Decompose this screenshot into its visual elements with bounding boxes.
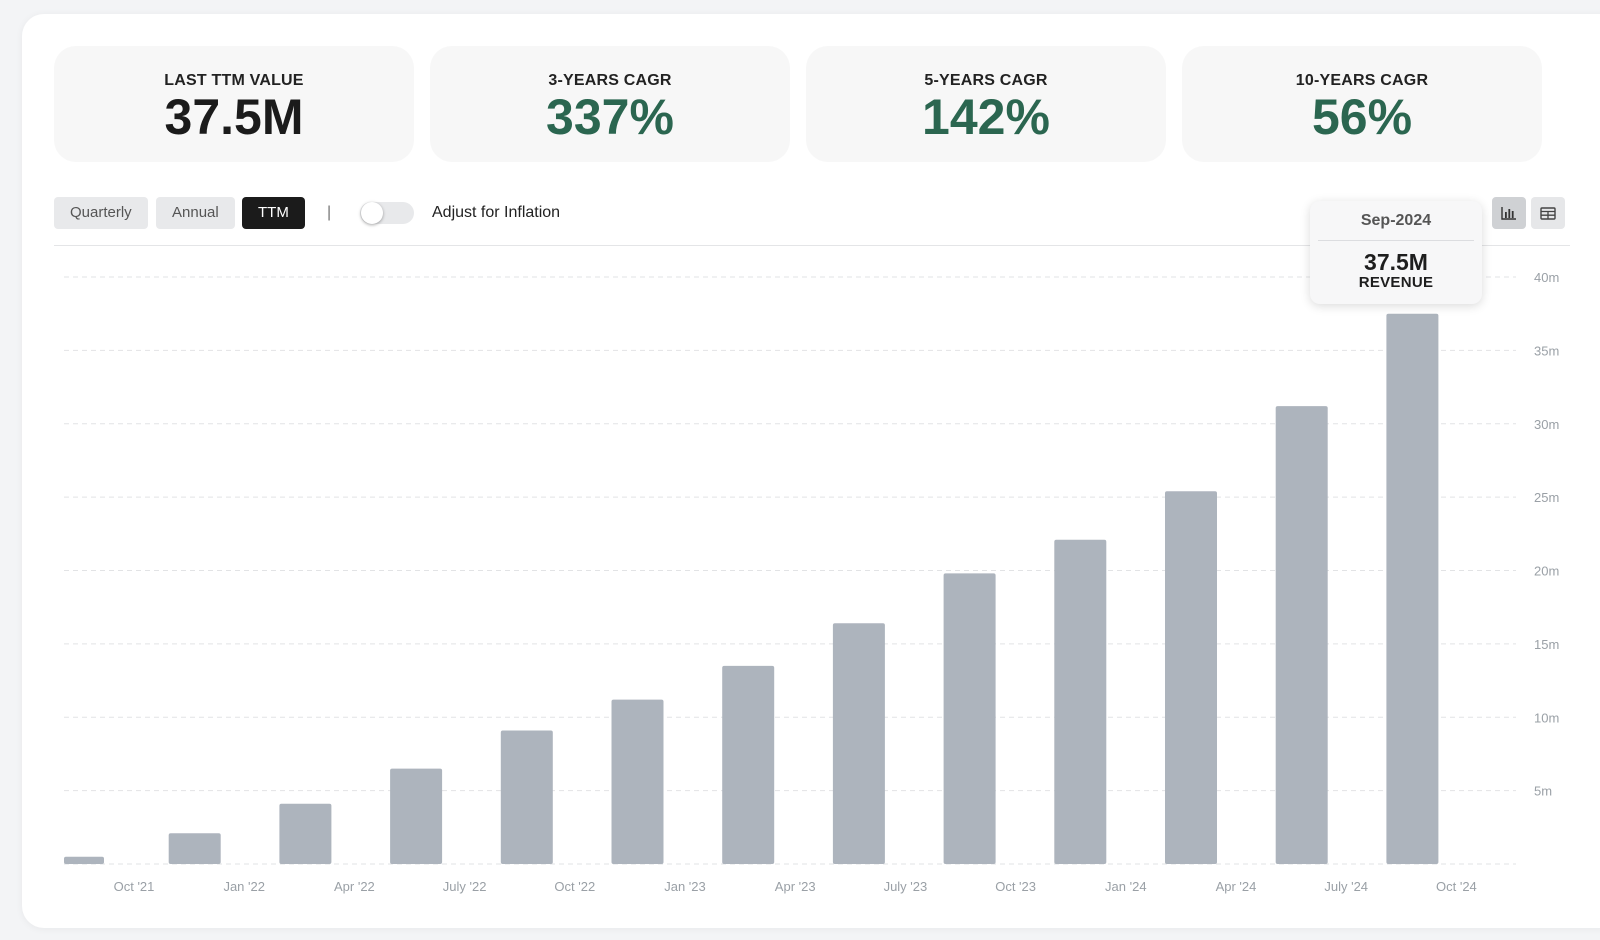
period-ttm-button[interactable]: TTM	[242, 197, 305, 229]
bar[interactable]	[943, 573, 996, 864]
bar[interactable]	[1054, 539, 1107, 864]
table-view-button[interactable]	[1531, 197, 1565, 229]
y-tick-label: 40m	[1534, 270, 1559, 285]
bar[interactable]	[611, 699, 664, 864]
x-tick-label: Jan '24	[1105, 879, 1147, 894]
table-icon	[1540, 206, 1556, 220]
stat-value: 142%	[922, 89, 1050, 145]
bar[interactable]	[168, 833, 221, 864]
inflation-toggle[interactable]	[360, 202, 414, 224]
y-tick-label: 20m	[1534, 564, 1559, 579]
x-tick-label: July '23	[884, 879, 928, 894]
y-tick-label: 30m	[1534, 417, 1559, 432]
stat-label: LAST TTM VALUE	[164, 72, 304, 89]
x-axis-labels: Oct '21 Jan '22 Apr '22 July '22 Oct '22 Jan …	[114, 879, 1477, 894]
x-tick-label: July '24	[1324, 879, 1368, 894]
x-tick-label: Oct '23	[995, 879, 1036, 894]
bars	[64, 313, 1439, 865]
bar[interactable]	[1275, 406, 1328, 864]
x-tick-label: Oct '22	[554, 879, 595, 894]
bar[interactable]	[1165, 491, 1217, 864]
bar[interactable]	[500, 730, 553, 865]
y-tick-label: 15m	[1534, 637, 1559, 652]
toolbar-separator: |	[327, 204, 332, 221]
stat-card-3y-cagr: 3-YEARS CAGR 337%	[430, 46, 790, 162]
tooltip-series: REVENUE	[1358, 274, 1434, 291]
tooltip-divider	[1318, 240, 1474, 241]
stat-card-5y-cagr: 5-YEARS CAGR 142%	[806, 46, 1166, 162]
period-quarterly-button[interactable]: Quarterly	[54, 197, 148, 229]
bar[interactable]	[390, 768, 443, 864]
y-tick-label: 35m	[1534, 343, 1559, 358]
bar[interactable]	[279, 803, 332, 864]
bar[interactable]	[832, 623, 885, 864]
bar-chart-view-button[interactable]	[1492, 197, 1526, 229]
tooltip-value: 37.5M	[1364, 249, 1428, 275]
bar[interactable]	[1386, 313, 1439, 864]
y-tick-label: 5m	[1534, 784, 1552, 799]
y-tick-label: 10m	[1534, 710, 1559, 725]
x-tick-label: Apr '24	[1216, 879, 1257, 894]
stat-value: 37.5M	[164, 89, 304, 145]
y-tick-label: 25m	[1534, 490, 1559, 505]
stat-label: 3-YEARS CAGR	[548, 72, 672, 89]
y-axis-labels: 5m 10m 15m 20m 25m 30m 35m 40m	[1534, 270, 1559, 799]
chart-toolbar: Quarterly Annual TTM | Adjust for Inflat…	[54, 197, 1570, 229]
period-annual-button[interactable]: Annual	[156, 197, 235, 229]
x-tick-label: July '22	[443, 879, 487, 894]
bar[interactable]	[64, 856, 104, 864]
stat-value: 337%	[546, 89, 674, 145]
chart-tooltip: Sep-2024 37.5M REVENUE	[1310, 201, 1482, 304]
stat-label: 5-YEARS CAGR	[924, 72, 1048, 89]
x-tick-label: Apr '22	[334, 879, 375, 894]
x-tick-label: Oct '21	[114, 879, 155, 894]
stat-label: 10-YEARS CAGR	[1295, 72, 1429, 89]
toolbar-divider	[54, 245, 1570, 246]
bar[interactable]	[722, 665, 775, 864]
revenue-panel	[22, 14, 1600, 928]
tooltip-date: Sep-2024	[1360, 212, 1432, 229]
inflation-toggle-label: Adjust for Inflation	[432, 204, 561, 221]
x-tick-label: Oct '24	[1436, 879, 1477, 894]
stat-card-last-ttm: LAST TTM VALUE 37.5M	[54, 46, 414, 162]
stat-card-10y-cagr: 10-YEARS CAGR 56%	[1182, 46, 1542, 162]
stat-value: 56%	[1311, 89, 1413, 145]
bar-chart-icon	[1501, 207, 1516, 220]
x-tick-label: Apr '23	[775, 879, 816, 894]
x-tick-label: Jan '22	[223, 879, 265, 894]
toggle-knob	[361, 202, 383, 224]
x-tick-label: Jan '23	[664, 879, 706, 894]
gridlines	[64, 276, 1516, 865]
